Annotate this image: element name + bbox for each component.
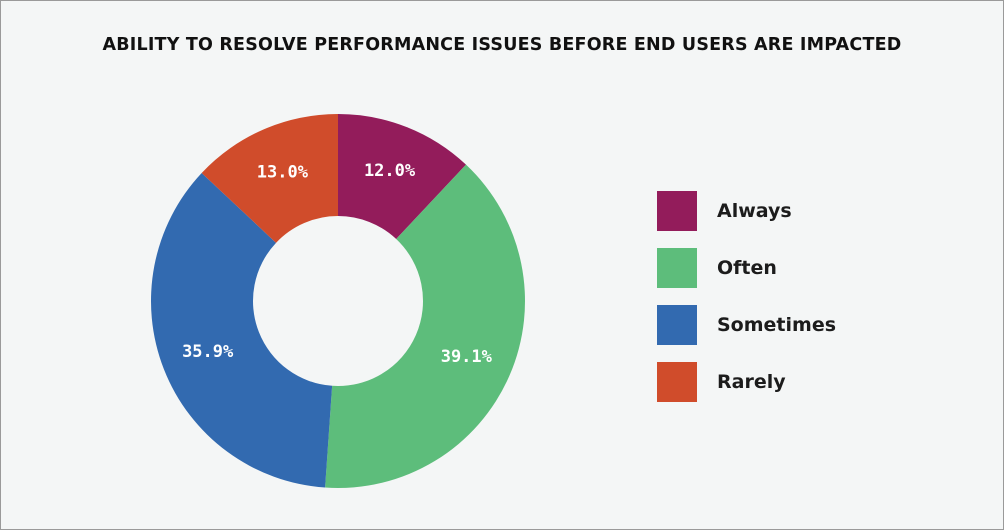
legend-label-often: Often <box>717 257 777 279</box>
slice-label-rarely: 13.0% <box>257 163 309 183</box>
slice-label-sometimes: 35.9% <box>182 342 234 362</box>
donut-slice-always <box>338 114 467 240</box>
donut-slice-often <box>325 164 526 488</box>
legend-item-sometimes: Sometimes <box>657 305 897 345</box>
legend-swatch-sometimes <box>657 305 697 345</box>
donut-slice-sometimes <box>150 172 333 488</box>
legend-label-sometimes: Sometimes <box>717 314 837 336</box>
legend-item-always: Always <box>657 191 897 231</box>
legend-label-always: Always <box>717 200 792 222</box>
legend-item-often: Often <box>657 248 897 288</box>
legend-label-rarely: Rarely <box>717 371 786 393</box>
slice-label-always: 12.0% <box>364 161 416 181</box>
legend-swatch-often <box>657 248 697 288</box>
slice-label-often: 39.1% <box>441 347 493 367</box>
legend-item-rarely: Rarely <box>657 362 897 402</box>
legend-swatch-always <box>657 191 697 231</box>
chart-title: ABILITY TO RESOLVE PERFORMANCE ISSUES BE… <box>102 35 902 55</box>
donut-slice-rarely <box>201 114 338 243</box>
legend-swatch-rarely <box>657 362 697 402</box>
